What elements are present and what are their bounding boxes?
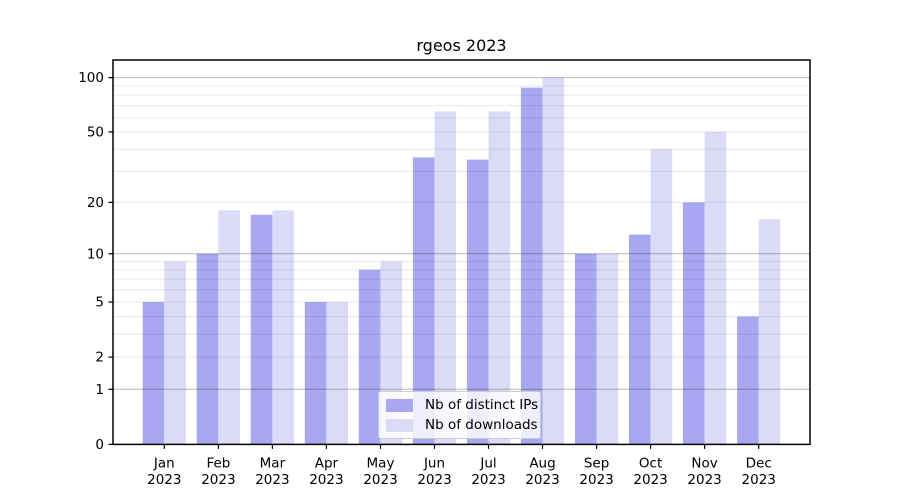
legend-label-distinct-ips: Nb of distinct IPs bbox=[425, 397, 539, 413]
bar-mar-distinct-ips bbox=[250, 214, 273, 445]
bar-aug-distinct-ips bbox=[520, 87, 543, 445]
y-tick-label-1: 1 bbox=[95, 382, 104, 398]
bar-jan-downloads bbox=[164, 261, 186, 445]
x-tick-label-jan: Jan bbox=[153, 455, 175, 471]
x-tick-year-jun: 2023 bbox=[417, 472, 451, 488]
x-tick-year-oct: 2023 bbox=[633, 472, 667, 488]
x-tick-label-oct: Oct bbox=[639, 455, 662, 471]
legend-swatch-distinct-ips bbox=[386, 398, 413, 412]
bar-oct-distinct-ips bbox=[629, 234, 651, 445]
legend-item-downloads: Nb of downloads bbox=[386, 417, 538, 433]
bar-dec-distinct-ips bbox=[737, 316, 759, 445]
x-tick-year-aug: 2023 bbox=[525, 472, 559, 488]
bar-jul-downloads bbox=[488, 111, 511, 445]
x-tick-label-jul: Jul bbox=[479, 455, 496, 471]
x-tick-label-sep: Sep bbox=[584, 455, 609, 471]
y-tick-label-50: 50 bbox=[87, 124, 104, 140]
x-tick-year-may: 2023 bbox=[363, 472, 397, 488]
bar-mar-downloads bbox=[272, 210, 294, 445]
x-tick-year-jan: 2023 bbox=[147, 472, 181, 488]
x-tick-year-apr: 2023 bbox=[309, 472, 343, 488]
y-tick-label-0: 0 bbox=[95, 437, 104, 453]
y-tick-label-5: 5 bbox=[95, 295, 104, 311]
bar-jun-distinct-ips bbox=[412, 157, 435, 445]
y-tick-label-2: 2 bbox=[95, 350, 104, 366]
x-tick-year-nov: 2023 bbox=[687, 472, 721, 488]
x-tick-label-dec: Dec bbox=[746, 455, 772, 471]
x-tick-year-jul: 2023 bbox=[471, 472, 505, 488]
bar-jan-distinct-ips bbox=[142, 302, 165, 445]
x-tick-label-apr: Apr bbox=[315, 455, 339, 471]
x-tick-label-nov: Nov bbox=[691, 455, 717, 471]
bar-jul-distinct-ips bbox=[466, 159, 489, 445]
x-tick-year-sep: 2023 bbox=[579, 472, 613, 488]
bar-sep-distinct-ips bbox=[575, 253, 597, 445]
x-tick-label-feb: Feb bbox=[206, 455, 230, 471]
bar-dec-downloads bbox=[758, 219, 781, 445]
legend-swatch-downloads bbox=[386, 418, 413, 432]
x-tick-year-dec: 2023 bbox=[742, 472, 776, 488]
bar-may-distinct-ips bbox=[358, 269, 381, 445]
y-tick-label-20: 20 bbox=[87, 195, 104, 211]
bar-apr-distinct-ips bbox=[304, 302, 327, 445]
bar-feb-downloads bbox=[218, 210, 240, 445]
chart-title: rgeos 2023 bbox=[416, 36, 507, 55]
x-tick-label-mar: Mar bbox=[260, 455, 286, 471]
plot-border bbox=[112, 59, 811, 446]
legend-label-downloads: Nb of downloads bbox=[425, 417, 538, 433]
bar-aug-downloads bbox=[542, 77, 565, 445]
bar-jun-downloads bbox=[434, 111, 457, 445]
legend-item-distinct-ips: Nb of distinct IPs bbox=[386, 397, 538, 413]
x-tick-label-aug: Aug bbox=[529, 455, 555, 471]
x-tick-label-jun: Jun bbox=[423, 455, 445, 471]
bar-oct-downloads bbox=[650, 149, 673, 445]
x-tick-year-feb: 2023 bbox=[201, 472, 235, 488]
bar-feb-distinct-ips bbox=[196, 253, 219, 445]
x-tick-year-mar: 2023 bbox=[255, 472, 289, 488]
bar-apr-downloads bbox=[326, 302, 348, 445]
bar-nov-distinct-ips bbox=[683, 202, 705, 445]
y-tick-label-10: 10 bbox=[87, 246, 104, 262]
x-tick-label-may: May bbox=[367, 455, 395, 471]
y-tick-label-100: 100 bbox=[78, 70, 104, 86]
bar-sep-downloads bbox=[596, 253, 619, 445]
legend: Nb of distinct IPs Nb of downloads bbox=[378, 391, 541, 439]
bar-nov-downloads bbox=[704, 131, 727, 445]
